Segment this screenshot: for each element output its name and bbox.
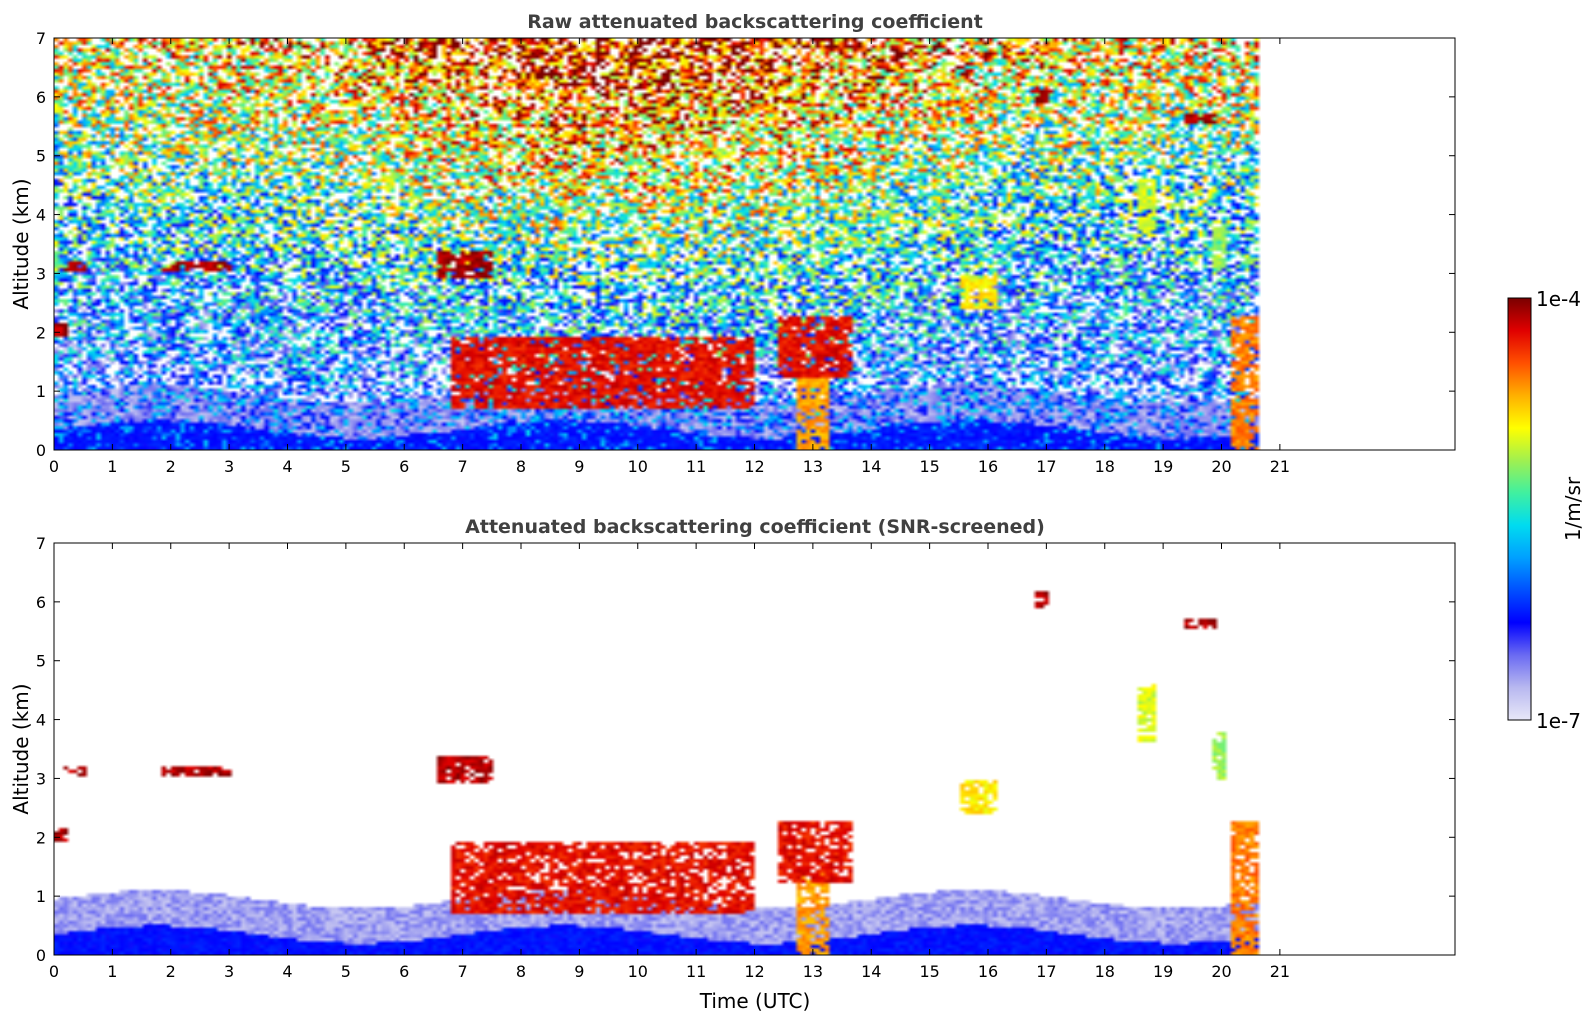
x-tick-label: 1	[107, 457, 117, 476]
colorbar-unit-label: 1/m/sr	[1561, 476, 1585, 541]
x-tick-label: 11	[686, 457, 706, 476]
y-tick-label: 1	[36, 382, 46, 401]
x-tick-label: 6	[399, 457, 409, 476]
screened-backscatter-heatmap	[54, 543, 1455, 955]
y-tick-label: 5	[36, 147, 46, 166]
y-tick-label: 4	[36, 206, 46, 225]
y-tick-label: 7	[36, 29, 46, 48]
raw-backscatter-heatmap	[54, 38, 1455, 450]
colorbar-min-label: 1e-7	[1536, 709, 1581, 733]
colorbar-gradient	[1507, 297, 1532, 721]
x-tick-label: 21	[1270, 457, 1290, 476]
x-tick-label: 20	[1211, 457, 1231, 476]
x-tick-label: 5	[341, 457, 351, 476]
y-tick-label: 1	[36, 887, 46, 906]
x-tick-label: 11	[686, 962, 706, 981]
x-tick-label: 2	[166, 457, 176, 476]
panel-title: Raw attenuated backscattering coefficien…	[527, 11, 983, 33]
x-tick-label: 21	[1270, 962, 1290, 981]
panel-title: Attenuated backscattering coefficient (S…	[465, 516, 1045, 538]
x-tick-label: 16	[978, 457, 998, 476]
x-tick-label: 19	[1153, 457, 1173, 476]
x-tick-label: 3	[224, 457, 234, 476]
x-tick-label: 12	[744, 457, 764, 476]
y-tick-label: 6	[36, 88, 46, 107]
x-tick-label: 10	[628, 457, 648, 476]
x-tick-label: 0	[49, 457, 59, 476]
x-tick-label: 1	[107, 962, 117, 981]
y-tick-label: 4	[36, 711, 46, 730]
x-tick-label: 4	[282, 962, 292, 981]
x-tick-label: 10	[628, 962, 648, 981]
x-tick-label: 17	[1036, 457, 1056, 476]
x-tick-label: 3	[224, 962, 234, 981]
x-tick-label: 12	[744, 962, 764, 981]
x-tick-label: 20	[1211, 962, 1231, 981]
screened-backscatter-panel: Attenuated backscattering coefficient (S…	[9, 516, 1456, 1013]
heatmap-raster	[54, 543, 1455, 955]
y-axis-label: Altitude (km)	[9, 683, 33, 814]
x-tick-label: 8	[516, 962, 526, 981]
x-tick-label: 7	[458, 457, 468, 476]
y-tick-label: 2	[36, 828, 46, 847]
y-tick-label: 6	[36, 593, 46, 612]
x-tick-label: 13	[803, 962, 823, 981]
y-axis-ticks: 0 1 2 3 4 5 6 7	[36, 534, 1455, 965]
y-tick-label: 0	[36, 946, 46, 965]
x-tick-label: 7	[458, 962, 468, 981]
colorbar: 1e-4 1e-7 1/m/sr	[1507, 287, 1585, 733]
y-tick-label: 3	[36, 264, 46, 283]
x-tick-label: 18	[1095, 457, 1115, 476]
x-tick-label: 4	[282, 457, 292, 476]
y-axis-label: Altitude (km)	[9, 178, 33, 309]
x-axis-ticks: 0 1 2 3 4 5 6 7 8 9 10 11 12 13 14 15 16 17 18 19 20 21	[49, 543, 1290, 981]
x-tick-label: 9	[574, 962, 584, 981]
x-tick-label: 19	[1153, 962, 1173, 981]
y-tick-label: 3	[36, 769, 46, 788]
heatmap-raster	[54, 38, 1455, 450]
y-axis-ticks: 0 1 2 3 4 5 6 7	[36, 29, 1455, 460]
colorbar-max-label: 1e-4	[1536, 287, 1581, 311]
x-tick-label: 6	[399, 962, 409, 981]
y-tick-label: 5	[36, 652, 46, 671]
x-tick-label: 14	[861, 457, 881, 476]
y-tick-label: 7	[36, 534, 46, 553]
x-tick-label: 17	[1036, 962, 1056, 981]
x-tick-label: 5	[341, 962, 351, 981]
x-tick-label: 9	[574, 457, 584, 476]
x-tick-label: 2	[166, 962, 176, 981]
x-tick-label: 8	[516, 457, 526, 476]
x-tick-label: 13	[803, 457, 823, 476]
raw-backscatter-panel: Raw attenuated backscattering coefficien…	[9, 11, 1456, 476]
x-tick-label: 0	[49, 962, 59, 981]
x-tick-label: 18	[1095, 962, 1115, 981]
x-axis-ticks: 0 1 2 3 4 5 6 7 8 9 10 11 12 13 14 15 16 17 18 19 20 21	[49, 38, 1290, 476]
x-tick-label: 16	[978, 962, 998, 981]
x-tick-label: 15	[919, 457, 939, 476]
y-tick-label: 2	[36, 323, 46, 342]
x-axis-label: Time (UTC)	[699, 989, 811, 1013]
x-tick-label: 15	[919, 962, 939, 981]
y-tick-label: 0	[36, 441, 46, 460]
x-tick-label: 14	[861, 962, 881, 981]
